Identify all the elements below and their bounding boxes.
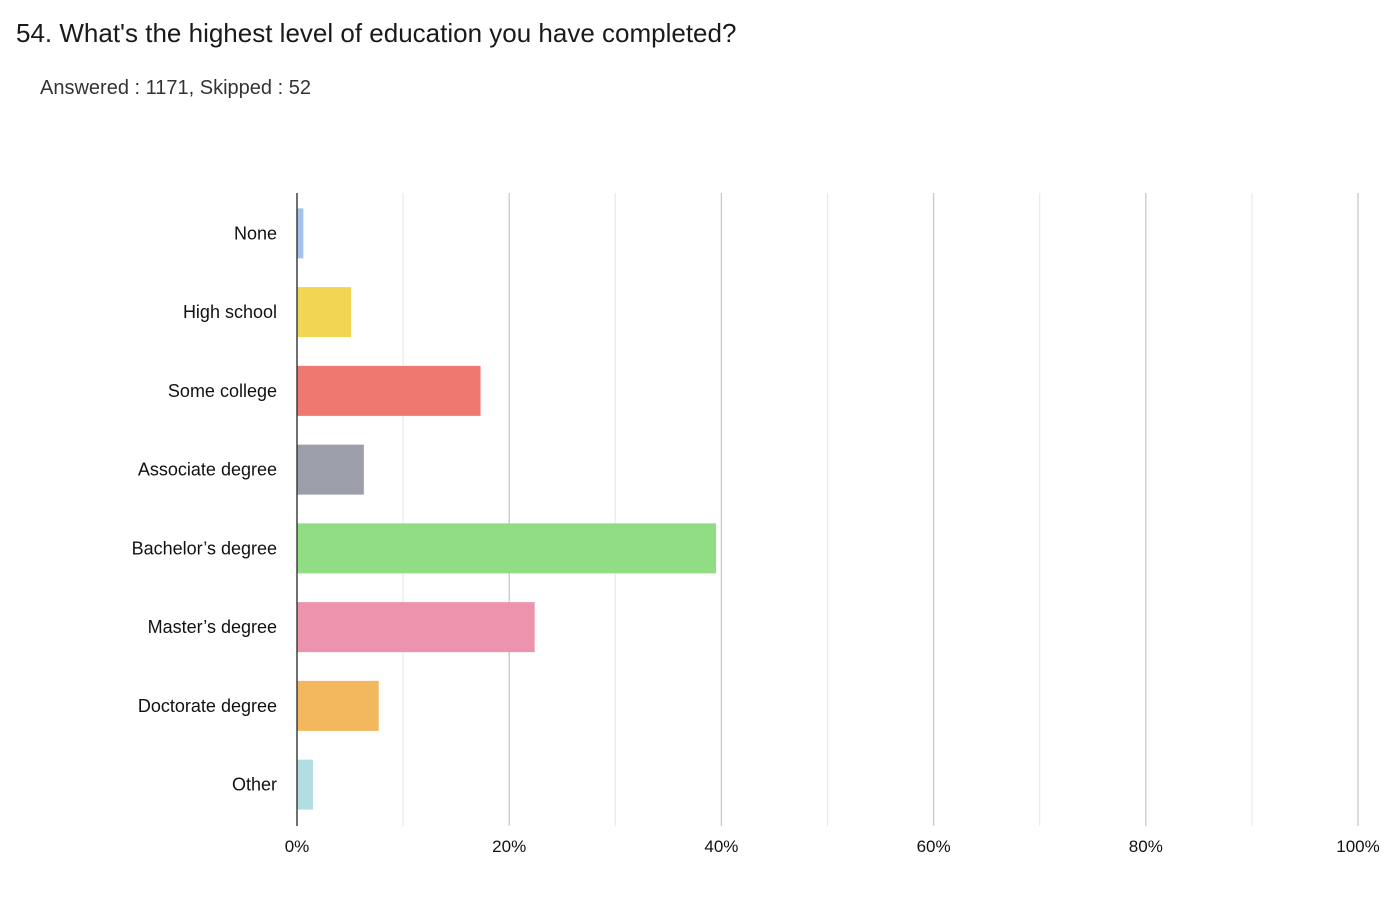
x-tick-label: 80%: [1129, 837, 1163, 856]
bar: [297, 287, 352, 338]
category-label: Master’s degree: [148, 617, 277, 637]
answered-label: Answered :: [40, 77, 141, 99]
skipped-count: 52: [288, 77, 311, 99]
x-tick-label: 60%: [917, 837, 951, 856]
bar: [297, 523, 717, 574]
category-label: Other: [232, 775, 277, 795]
category-label: Associate degree: [138, 460, 277, 480]
bar: [297, 444, 364, 495]
answered-count: 1171: [145, 77, 189, 99]
bar: [297, 759, 313, 810]
category-label: Doctorate degree: [138, 696, 277, 716]
bar: [297, 365, 481, 416]
category-label: Some college: [168, 381, 277, 401]
question-title: 54. What's the highest level of educatio…: [16, 18, 737, 48]
skipped-label: Skipped :: [199, 77, 284, 99]
x-tick-label: 100%: [1336, 837, 1379, 856]
x-tick-label: 20%: [492, 837, 526, 856]
bar: [297, 208, 304, 259]
category-label: High school: [183, 302, 277, 322]
x-tick-label: 40%: [704, 837, 738, 856]
category-label: Bachelor’s degree: [132, 538, 277, 558]
bar: [297, 602, 535, 653]
category-label: None: [234, 223, 277, 243]
bar: [297, 680, 379, 731]
x-tick-label: 0%: [285, 837, 310, 856]
answer-stats: Answered : 1171, Skipped : 52: [40, 77, 311, 99]
